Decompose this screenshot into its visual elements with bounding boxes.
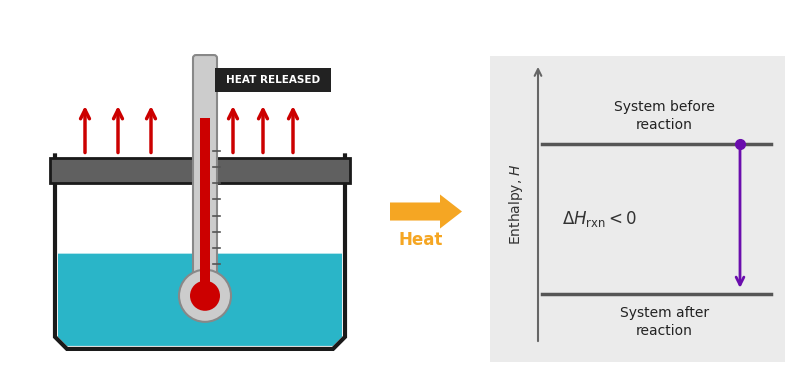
Text: Heat: Heat	[399, 231, 443, 249]
Text: Enthalpy, $H$: Enthalpy, $H$	[507, 163, 525, 245]
Polygon shape	[58, 254, 342, 346]
Text: System before
reaction: System before reaction	[614, 100, 715, 132]
Bar	[490, 56, 785, 362]
Text: HEAT RELEASED: HEAT RELEASED	[226, 75, 320, 85]
Bar	[50, 158, 350, 183]
Text: System after
reaction: System after reaction	[620, 306, 709, 338]
Circle shape	[190, 281, 220, 311]
Polygon shape	[58, 153, 342, 346]
Text: ENTHALPY CHANGE: STANDARD ENTHALPY OF REACTION: ENTHALPY CHANGE: STANDARD ENTHALPY OF RE…	[112, 12, 688, 31]
FancyBboxPatch shape	[215, 68, 331, 92]
Text: $\Delta H_{\mathrm{rxn}} < 0$: $\Delta H_{\mathrm{rxn}} < 0$	[562, 209, 638, 229]
Bar	[200, 118, 210, 291]
Circle shape	[179, 270, 231, 322]
FancyBboxPatch shape	[193, 55, 217, 297]
FancyArrow shape	[390, 194, 462, 229]
